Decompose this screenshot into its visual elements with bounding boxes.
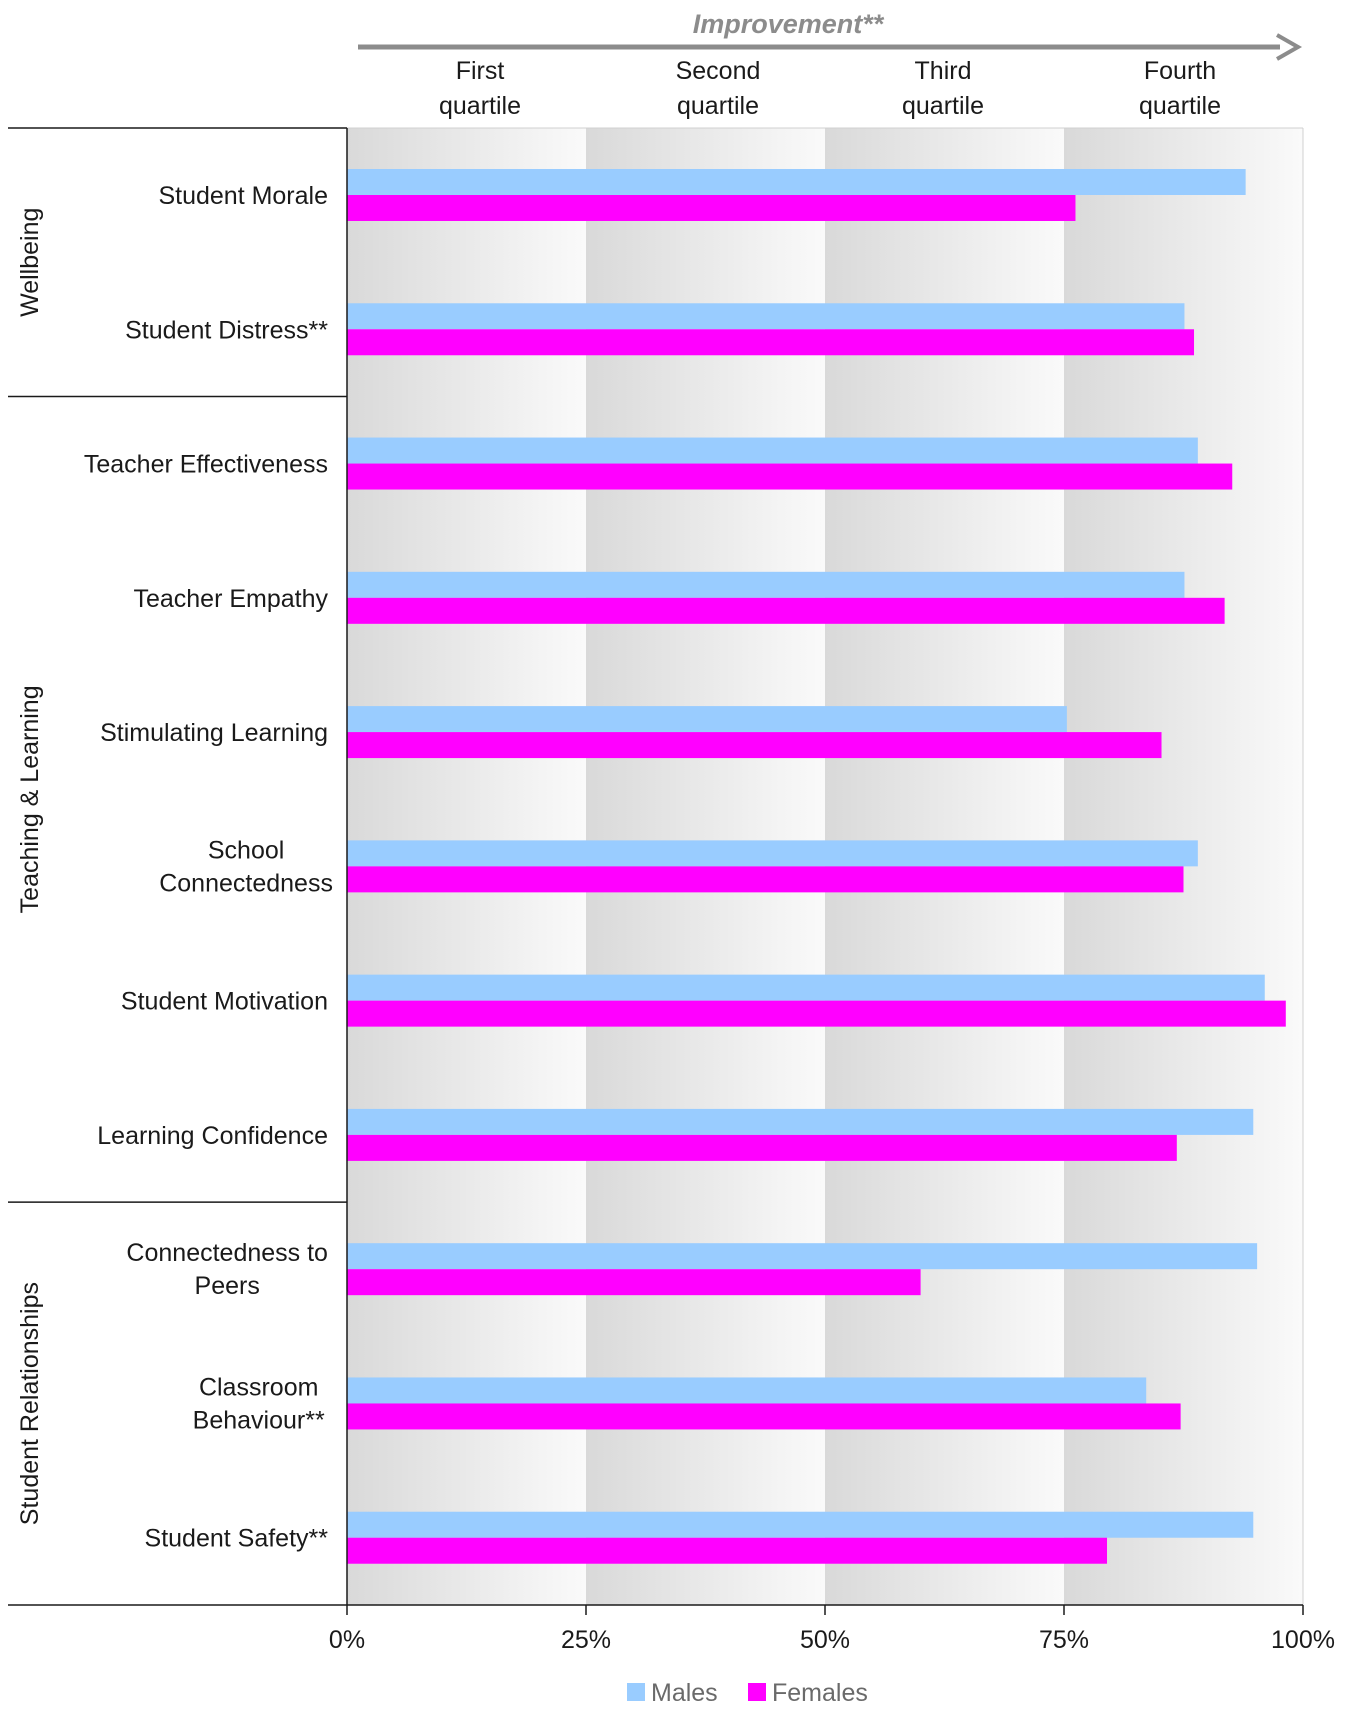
bar-females xyxy=(347,1134,1177,1161)
x-tick-label: 75% xyxy=(1039,1626,1089,1654)
category-label: Teacher Effectiveness xyxy=(84,451,328,479)
bar-females xyxy=(347,866,1184,893)
category-label: Student Motivation xyxy=(121,988,328,1016)
quartile-label-line1: Third xyxy=(915,57,972,85)
x-axis-ticks: 0% 25% 50% 75% 100% xyxy=(329,1605,1335,1654)
x-tick-label: 100% xyxy=(1271,1626,1335,1654)
quartile-label-line1: Second xyxy=(676,57,761,85)
category-label-line1: School xyxy=(208,836,284,864)
category-label: Stimulating Learning xyxy=(100,719,328,747)
group-dividers xyxy=(8,127,347,1203)
legend-label: Females xyxy=(772,1679,868,1707)
bar-females xyxy=(347,1403,1181,1430)
quartile-label-line1: Fourth xyxy=(1144,57,1216,85)
bar-males xyxy=(347,437,1198,464)
bar-males xyxy=(347,1243,1258,1270)
quartile-label-line2: quartile xyxy=(1139,92,1221,120)
x-tick-label: 25% xyxy=(561,1626,611,1654)
category-label: Learning Confidence xyxy=(97,1122,328,1150)
bars xyxy=(347,169,1286,1564)
category-label-line2: Behaviour** xyxy=(193,1406,325,1434)
bar-females xyxy=(347,597,1225,624)
quartile-label-line1: First xyxy=(456,57,505,85)
category-label-line2: Connectedness xyxy=(159,869,333,897)
bar-males xyxy=(347,974,1265,1001)
legend-swatch xyxy=(627,1683,645,1701)
group-label: Student Relationships xyxy=(16,1282,44,1525)
bar-females xyxy=(347,1537,1108,1564)
quartile-label-line2: quartile xyxy=(902,92,984,120)
quartile-labels: First quartile Second quartile Third quartile… xyxy=(439,57,1221,120)
quartile-label-line2: quartile xyxy=(677,92,759,120)
bar-males xyxy=(347,303,1185,330)
category-label: Student Distress** xyxy=(125,316,328,344)
bar-females xyxy=(347,1269,921,1296)
legend: Males Females xyxy=(627,1679,868,1707)
bar-males xyxy=(347,706,1067,733)
category-label: Student Safety** xyxy=(145,1525,329,1553)
legend-label: Males xyxy=(651,1679,718,1707)
category-label: Teacher Empathy xyxy=(133,585,328,613)
group-label: Wellbeing xyxy=(16,208,44,317)
bar-males xyxy=(347,1511,1254,1538)
bar-males xyxy=(347,1377,1147,1404)
category-label-line2: Peers xyxy=(195,1272,260,1300)
category-label-line1: Connectedness to xyxy=(126,1239,328,1267)
improvement-header: Improvement** xyxy=(358,9,1303,61)
category-label: Student Morale xyxy=(158,182,328,210)
category-labels: Student Morale Student Distress** Teacher … xyxy=(84,182,333,1553)
x-tick-label: 0% xyxy=(329,1626,365,1654)
bar-males xyxy=(347,1108,1254,1135)
bar-males xyxy=(347,169,1246,195)
category-label-line1: Classroom xyxy=(199,1373,318,1401)
legend-swatch xyxy=(748,1683,766,1701)
group-labels: Wellbeing Teaching & Learning Student Rela… xyxy=(16,208,44,1526)
improvement-arrow-head xyxy=(1276,33,1303,61)
quartile-label-line2: quartile xyxy=(439,92,521,120)
x-tick-label: 50% xyxy=(800,1626,850,1654)
bar-females xyxy=(347,195,1076,221)
group-label: Teaching & Learning xyxy=(16,685,44,913)
bar-females xyxy=(347,732,1162,759)
bar-females xyxy=(347,1000,1286,1027)
bar-females xyxy=(347,329,1195,356)
bar-females xyxy=(347,463,1233,490)
bar-males xyxy=(347,571,1185,598)
improvement-label: Improvement** xyxy=(693,9,885,39)
bar-males xyxy=(347,840,1198,867)
